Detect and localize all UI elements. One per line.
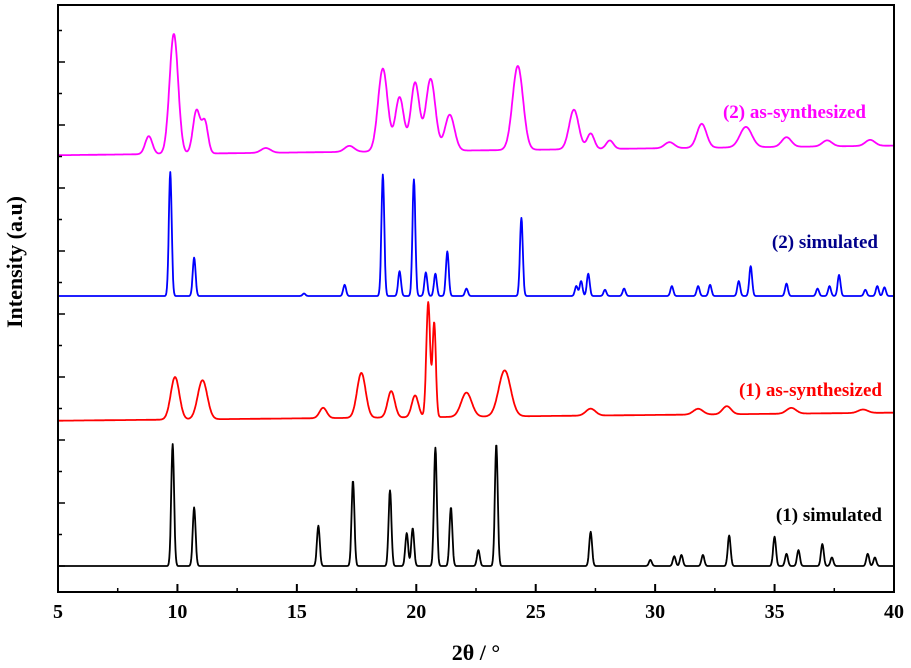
x-axis-ticks: [58, 584, 894, 592]
y-axis-ticks: [58, 31, 65, 567]
x-tick-label: 30: [645, 601, 665, 623]
x-tick-label: 40: [884, 601, 904, 623]
x-tick-label: 10: [167, 601, 187, 623]
x-axis-tick-labels: 5 10 15 20 25 30 35 40: [53, 601, 904, 623]
plot-frame: [58, 5, 894, 592]
x-tick-label: 5: [53, 601, 63, 623]
x-tick-label: 20: [406, 601, 426, 623]
label-1-as-synthesized: (1) as-synthesized: [739, 380, 882, 401]
series-line-2: [58, 302, 894, 421]
x-axis-title: 2θ / °: [452, 640, 500, 665]
y-axis-title: Intensity (a.u): [2, 196, 27, 328]
x-tick-label: 15: [287, 601, 307, 623]
series-line-1: [58, 444, 894, 566]
x-tick-label: 25: [526, 601, 546, 623]
label-1-simulated: (1) simulated: [776, 505, 883, 526]
label-2-as-synthesized: (2) as-synthesized: [723, 102, 866, 123]
series-line-4: [58, 34, 894, 155]
label-2-simulated: (2) simulated: [772, 232, 879, 253]
series-line-3: [58, 172, 894, 296]
x-tick-label: 35: [765, 601, 785, 623]
